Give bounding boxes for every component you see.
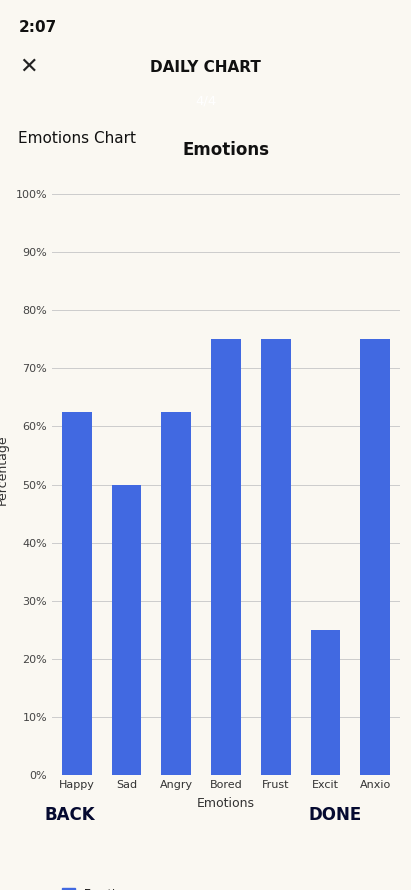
Text: 4/4: 4/4 — [195, 94, 216, 108]
Legend: Emotions: Emotions — [58, 884, 141, 890]
X-axis label: Emotions: Emotions — [197, 797, 255, 810]
Text: DAILY CHART: DAILY CHART — [150, 60, 261, 75]
Text: 2:07: 2:07 — [19, 20, 57, 36]
Bar — [112, 484, 141, 775]
Bar — [311, 630, 340, 775]
Y-axis label: Percentage: Percentage — [0, 434, 9, 506]
Bar — [162, 412, 191, 775]
Bar — [261, 339, 291, 775]
Text: Emotions Chart: Emotions Chart — [18, 131, 136, 145]
Bar — [211, 339, 241, 775]
Text: DONE: DONE — [308, 806, 362, 824]
Bar — [62, 412, 92, 775]
Text: ✕: ✕ — [18, 57, 37, 77]
Title: Emotions: Emotions — [182, 142, 270, 159]
Bar — [360, 339, 390, 775]
Text: BACK: BACK — [45, 806, 95, 824]
